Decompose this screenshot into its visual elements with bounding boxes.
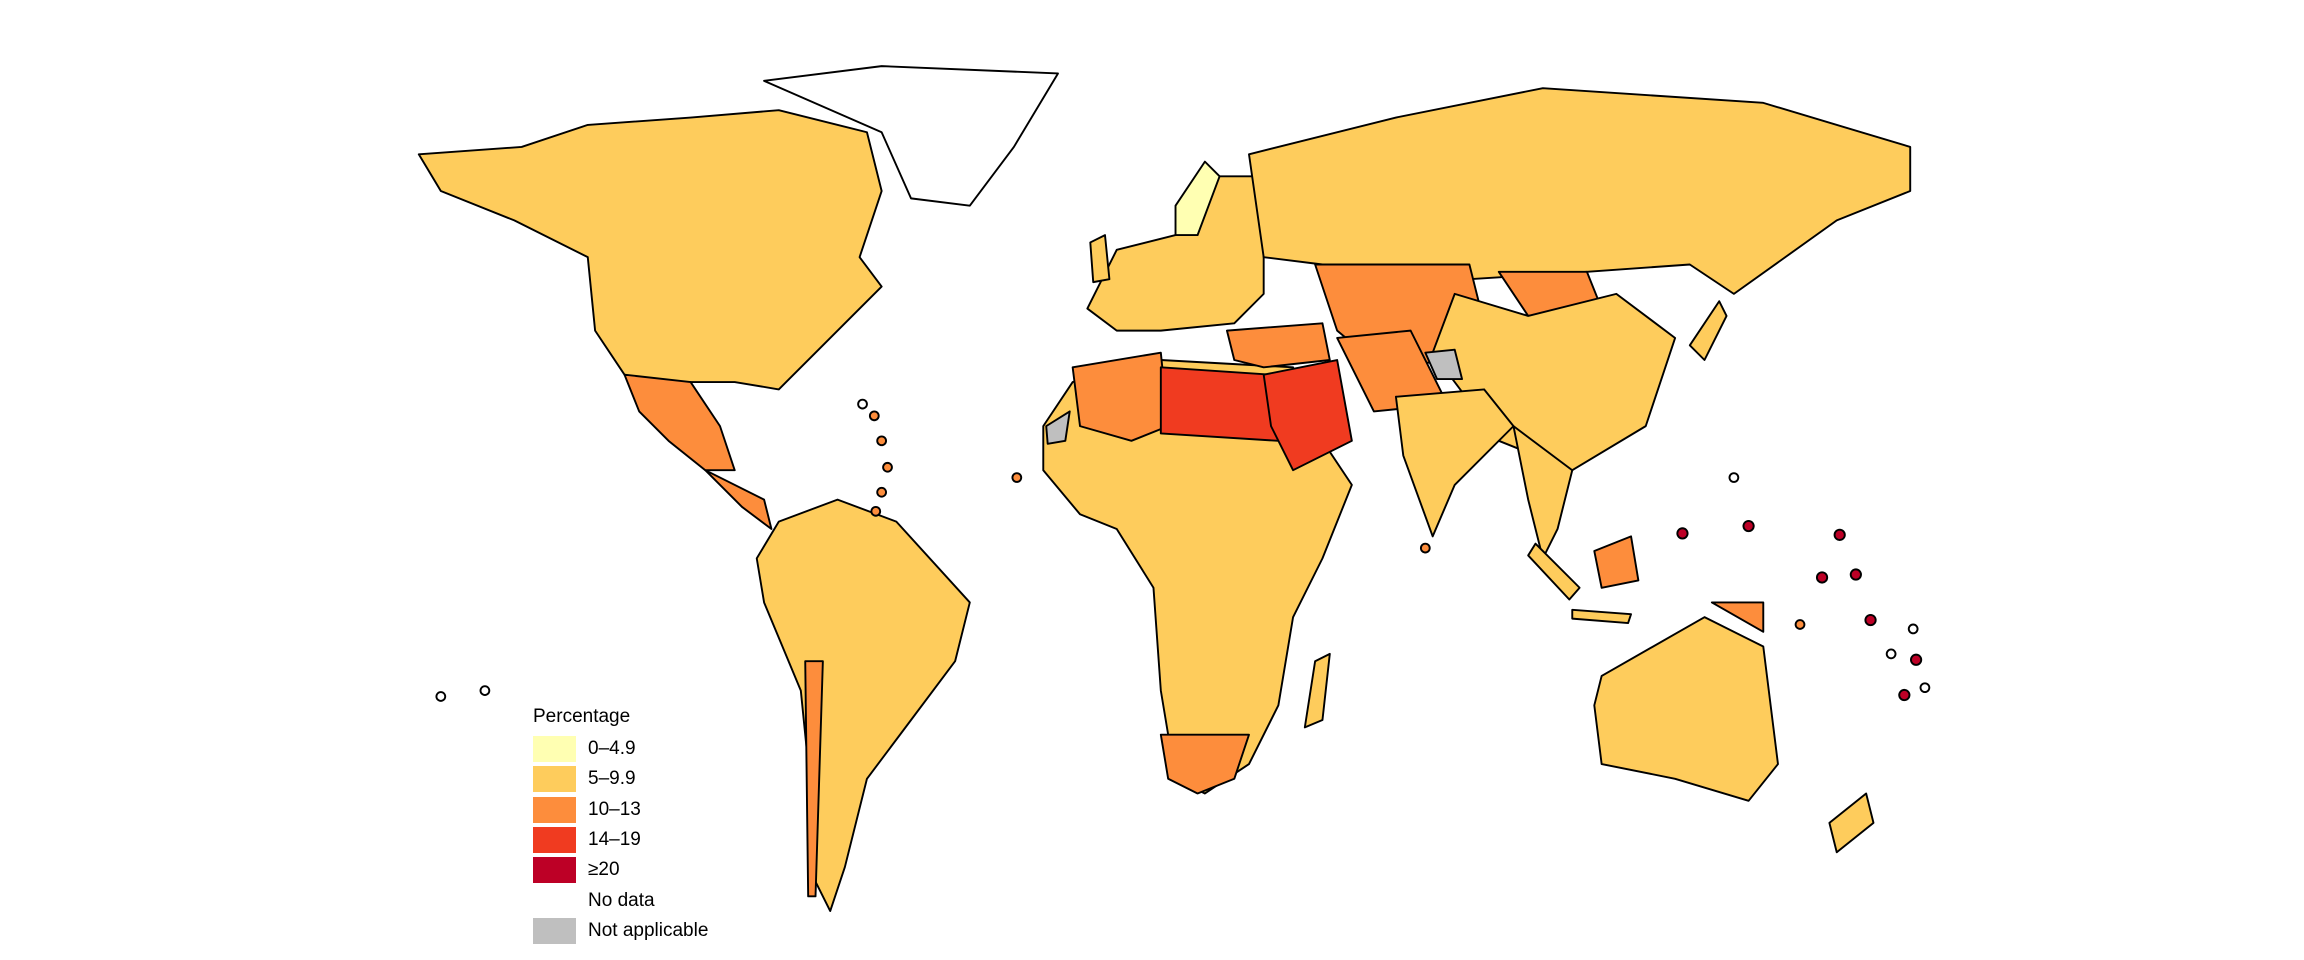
region-nordic	[1174, 160, 1221, 237]
region-kashmir	[1424, 348, 1464, 381]
island-marker	[1794, 619, 1806, 630]
legend-label: ≥20	[588, 859, 620, 881]
region-madagascar	[1303, 652, 1331, 729]
region-russia	[1248, 87, 1912, 295]
legend-swatch	[533, 827, 576, 854]
region-india	[1394, 388, 1515, 538]
region-libya-egypt	[1159, 366, 1280, 442]
legend-swatch	[533, 857, 576, 884]
legend: Percentage 0–4.9 5–9.9 10–13 14–19 ≥20 No dat…	[533, 706, 708, 946]
region-java	[1571, 608, 1632, 624]
region-greenland	[763, 65, 1059, 207]
region-central-america	[704, 469, 773, 530]
island-marker	[1011, 472, 1023, 483]
region-south-america	[755, 498, 971, 912]
region-chile	[804, 660, 824, 898]
island-marker	[868, 410, 880, 422]
island-marker	[857, 398, 868, 410]
island-marker	[1885, 648, 1897, 660]
island-marker	[1864, 613, 1877, 627]
legend-item: 5–9.9	[533, 764, 708, 794]
legend-item: 0–4.9	[533, 734, 708, 764]
island-marker	[1909, 653, 1923, 666]
legend-item: 10–13	[533, 795, 708, 825]
region-mexico	[623, 373, 736, 472]
legend-title: Percentage	[533, 706, 631, 727]
legend-swatch	[533, 766, 576, 793]
legend-swatch	[533, 796, 576, 823]
island-marker	[1833, 528, 1846, 541]
legend-item: ≥20	[533, 855, 708, 885]
island-marker	[1815, 571, 1829, 584]
island-marker	[876, 486, 888, 498]
island-marker	[1728, 472, 1740, 483]
island-marker	[1898, 688, 1911, 702]
island-marker	[1419, 542, 1431, 554]
legend-item: 14–19	[533, 825, 708, 855]
legend-label: Not applicable	[588, 919, 709, 941]
legend-item: No data	[533, 885, 708, 915]
region-europe	[1086, 175, 1265, 332]
legend-item: Not applicable	[533, 916, 708, 946]
region-new-zealand	[1828, 792, 1875, 854]
region-southern-africa	[1159, 733, 1250, 795]
island-marker	[1676, 527, 1689, 540]
island-marker	[1849, 568, 1862, 581]
legend-label: 0–4.9	[588, 738, 636, 760]
region-turkey-levant	[1225, 322, 1331, 369]
region-north-america	[417, 109, 883, 391]
region-japan	[1688, 300, 1728, 361]
region-uk	[1089, 234, 1111, 284]
island-marker	[1907, 623, 1919, 635]
island-marker	[1742, 519, 1755, 533]
legend-label: No data	[588, 889, 655, 911]
island-marker	[870, 505, 882, 517]
island-marker	[435, 691, 447, 702]
region-australia	[1593, 616, 1779, 802]
island-marker	[479, 685, 491, 696]
legend-swatch	[533, 736, 576, 763]
island-marker	[882, 461, 893, 473]
legend-label: 5–9.9	[588, 768, 636, 790]
region-borneo	[1593, 535, 1640, 589]
region-southeast-asia	[1512, 425, 1574, 560]
region-papua	[1710, 601, 1765, 633]
region-arabia	[1262, 359, 1353, 472]
region-sumatra	[1527, 542, 1581, 601]
legend-swatch	[533, 887, 576, 914]
legend-label: 14–19	[588, 829, 641, 851]
island-marker	[876, 435, 888, 447]
legend-swatch	[533, 917, 576, 944]
legend-label: 10–13	[588, 798, 641, 820]
island-marker	[1919, 682, 1931, 694]
region-northwest-africa	[1071, 351, 1170, 442]
region-western-sahara	[1045, 410, 1071, 445]
